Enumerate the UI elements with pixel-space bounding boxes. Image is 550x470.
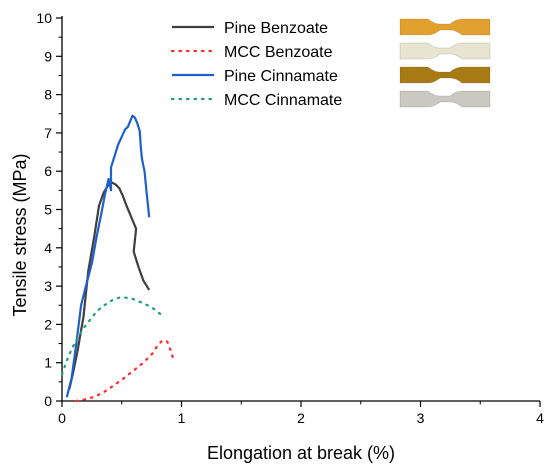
x-tick-label: 1 [178,410,186,426]
y-tick-label: 4 [44,240,52,256]
y-tick-label: 0 [44,393,52,409]
y-tick-label: 1 [44,355,52,371]
legend: Pine Benzoate MCC Benzoate Pine Cinnamate M… [170,18,491,109]
y-tick-label: 2 [44,316,52,332]
series-line-pine-cinnamate [65,114,151,398]
x-axis-title: Elongation at break (%) [207,443,395,463]
y-tick-label: 9 [44,48,52,64]
y-tick-label: 7 [44,125,52,141]
axis-ticks: 0 1 2 3 4 0 1 2 3 4 5 6 7 8 9 10 [36,10,544,426]
series-line-mcc-benzoate [75,339,176,403]
x-tick-label: 2 [297,410,305,426]
y-tick-label: 8 [44,87,52,103]
y-tick-label: 10 [36,10,52,26]
legend-label: Pine Benzoate [224,20,328,37]
x-tick-label: 3 [417,410,425,426]
x-tick-label: 4 [536,410,544,426]
sample-photo [399,66,491,84]
legend-label: Pine Cinnamate [224,68,338,85]
sample-photo [399,18,491,36]
series-line-mcc-cinnamate [60,296,163,376]
series-line-pine-benzoate [68,181,151,390]
y-tick-label: 6 [44,163,52,179]
y-axis-title: Tensile stress (MPa) [10,153,30,316]
y-tick-label: 3 [44,278,52,294]
series-group [60,114,176,403]
legend-label: MCC Cinnamate [224,92,342,109]
x-tick-label: 0 [58,410,66,426]
y-tick-label: 5 [44,202,52,218]
sample-photo [399,42,491,60]
sample-photo [399,90,491,108]
legend-label: MCC Benzoate [224,44,333,61]
